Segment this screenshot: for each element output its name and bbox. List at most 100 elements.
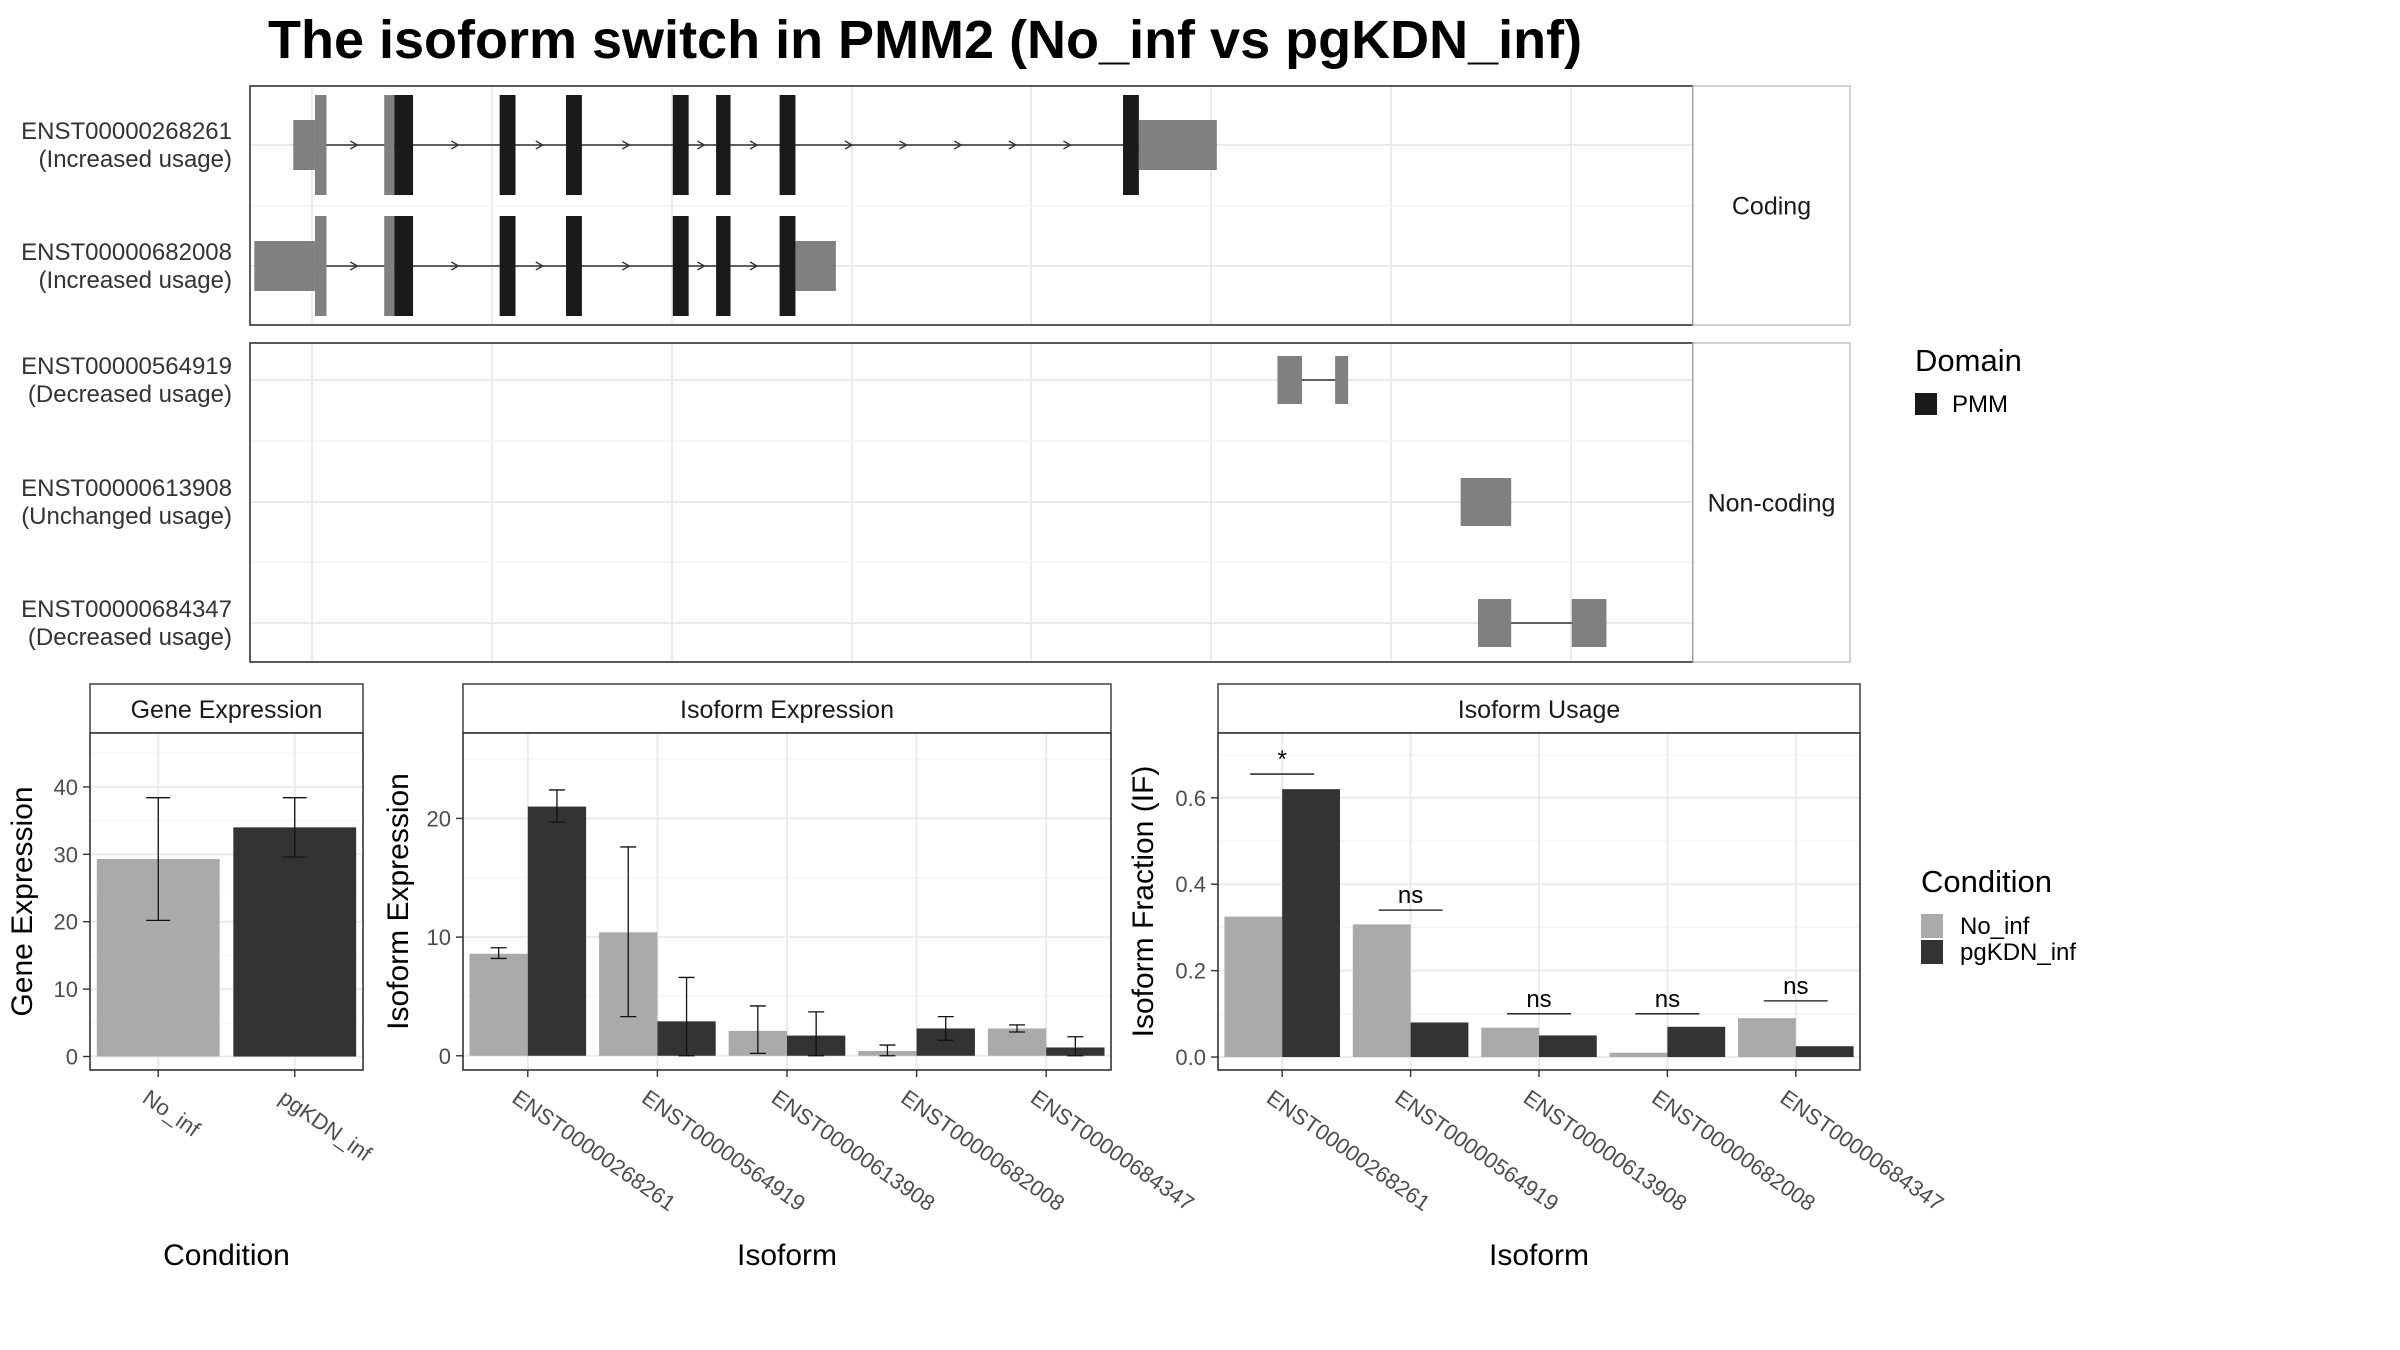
intron-arrow	[451, 261, 460, 271]
exon-domain	[499, 95, 516, 195]
bar-No_inf-ENST00000564919	[1352, 924, 1411, 1058]
expression-bar-panels: Gene Expression 0 10 20 30 40 No_inf pgKDN_inf C…	[6, 683, 1948, 1272]
y-tick-label: 20	[54, 910, 78, 935]
bar-No_inf-ENST00000268261	[1224, 916, 1283, 1058]
intron-arrow	[749, 140, 759, 150]
intron-arrow	[622, 140, 631, 150]
legend-key	[1915, 393, 1937, 415]
y-tick-label: 20	[427, 806, 451, 831]
exon-utr	[384, 216, 395, 316]
exon-utr	[1460, 478, 1512, 526]
strip-box	[1217, 683, 1861, 734]
facet-strip-label: Coding	[1732, 193, 1811, 221]
exon-domain	[716, 216, 731, 316]
bar-pgKDN_inf-ENST00000682008	[1667, 1026, 1726, 1058]
bar-pgKDN_inf-ENST00000613908	[1539, 1035, 1597, 1058]
bar-pgKDN_inf-ENST00000564919	[1410, 1022, 1469, 1058]
bar-No_inf-ENST00000684347	[1738, 1018, 1796, 1058]
bar-pgKDN_inf-ENST00000268261	[1282, 789, 1340, 1058]
exon-domain	[716, 95, 731, 195]
x-axis-title: Isoform	[737, 1239, 837, 1272]
exon-utr	[1277, 356, 1302, 404]
transcript-usage-label: (Increased usage)	[39, 267, 232, 294]
intron-arrow	[697, 261, 706, 271]
exon-utr	[1571, 599, 1607, 647]
facet-strip	[1692, 85, 1851, 326]
strip-box	[89, 683, 364, 734]
intron-arrow	[1008, 140, 1018, 150]
intron-arrow	[899, 140, 908, 150]
exon-domain	[394, 216, 414, 316]
y-tick-label: 30	[54, 842, 78, 867]
legend-label: PMM	[1952, 391, 2008, 418]
transcript-id-label: ENST00000613908	[21, 475, 232, 502]
exon-domain	[779, 95, 796, 195]
exon-domain	[394, 95, 414, 195]
bar-No_inf-ENST00000682008	[1609, 1052, 1668, 1058]
transcript-usage-label: (Decreased usage)	[28, 624, 232, 651]
intron-arrow	[350, 140, 359, 150]
intron-arrow	[953, 140, 963, 150]
y-axis-title: Gene Expression	[6, 786, 39, 1016]
y-tick-label: 0	[66, 1045, 78, 1070]
legend-key	[1921, 940, 1943, 964]
transcript-id-label: ENST00000682008	[21, 239, 232, 266]
intron-arrow	[1063, 140, 1072, 150]
exon-utr	[293, 120, 315, 170]
facet-strip	[1692, 342, 1851, 663]
transcript-ENST00000684347: ENST00000684347(Decreased usage)	[21, 596, 1607, 651]
exon-domain	[672, 216, 689, 316]
transcript-id-label: ENST00000268261	[21, 118, 232, 145]
facet-strip-label: Non-coding	[1708, 490, 1836, 518]
transcript-usage-label: (Increased usage)	[39, 146, 232, 173]
legend-key	[1921, 914, 1943, 938]
significance-label: ns	[1398, 882, 1423, 909]
exon-utr	[314, 95, 327, 195]
y-axis-title: Isoform Expression	[382, 773, 415, 1030]
x-axis-title: Condition	[163, 1239, 290, 1272]
intron-arrow	[535, 140, 545, 150]
exon-utr	[384, 95, 395, 195]
y-tick-label: 0.0	[1175, 1045, 1206, 1070]
exon-utr	[254, 241, 315, 291]
y-tick-label: 10	[427, 925, 451, 950]
transcript-ENST00000613908: ENST00000613908(Unchanged usage)	[21, 475, 1512, 530]
bar-pgKDN_inf-ENST00000268261	[527, 806, 587, 1056]
panel-isoform-expression: Isoform Expression01020ENST00000268261EN…	[382, 683, 1199, 1272]
exon-domain	[779, 216, 796, 316]
panel-border	[89, 732, 364, 1071]
transcript-usage-label: (Unchanged usage)	[21, 503, 232, 530]
y-tick-label: 0.6	[1175, 786, 1206, 811]
bar-No_inf-ENST00000268261	[469, 953, 528, 1056]
panel-gene-expression: Gene Expression 0 10 20 30 40 No_inf pgKDN_inf C…	[6, 683, 377, 1272]
intron-arrow	[749, 261, 759, 271]
intron-arrow	[350, 261, 359, 271]
y-tick-label: 0.2	[1175, 959, 1206, 984]
exon-utr	[314, 216, 327, 316]
exon-domain	[499, 216, 516, 316]
strip-box	[462, 683, 1112, 734]
transcript-ENST00000682008: ENST00000682008(Increased usage)	[21, 216, 836, 316]
transcript-structure-panel: CodingNon-codingENST00000268261(Increase…	[21, 85, 1851, 663]
legend-title: Condition	[1921, 864, 2052, 899]
significance-label: ns	[1783, 973, 1808, 1000]
legend-label: pgKDN_inf	[1960, 939, 2076, 966]
legend-label: No_inf	[1960, 913, 2030, 940]
facet-non-coding: Non-coding	[249, 342, 1851, 663]
strip-label: Isoform Expression	[680, 696, 894, 724]
strip-label: Isoform Usage	[1458, 696, 1621, 724]
transcript-usage-label: (Decreased usage)	[28, 381, 232, 408]
significance-label: *	[1278, 746, 1287, 773]
exon-domain	[566, 216, 582, 316]
figure-title: The isoform switch in PMM2 (No_inf vs pg…	[268, 10, 1582, 70]
y-tick-label: 10	[54, 977, 78, 1002]
intron-arrow	[451, 140, 460, 150]
bar-pgKDN_inf	[233, 827, 357, 1057]
facet-coding: Coding	[249, 85, 1851, 326]
intron-arrow	[844, 140, 854, 150]
significance-label: ns	[1526, 986, 1551, 1013]
